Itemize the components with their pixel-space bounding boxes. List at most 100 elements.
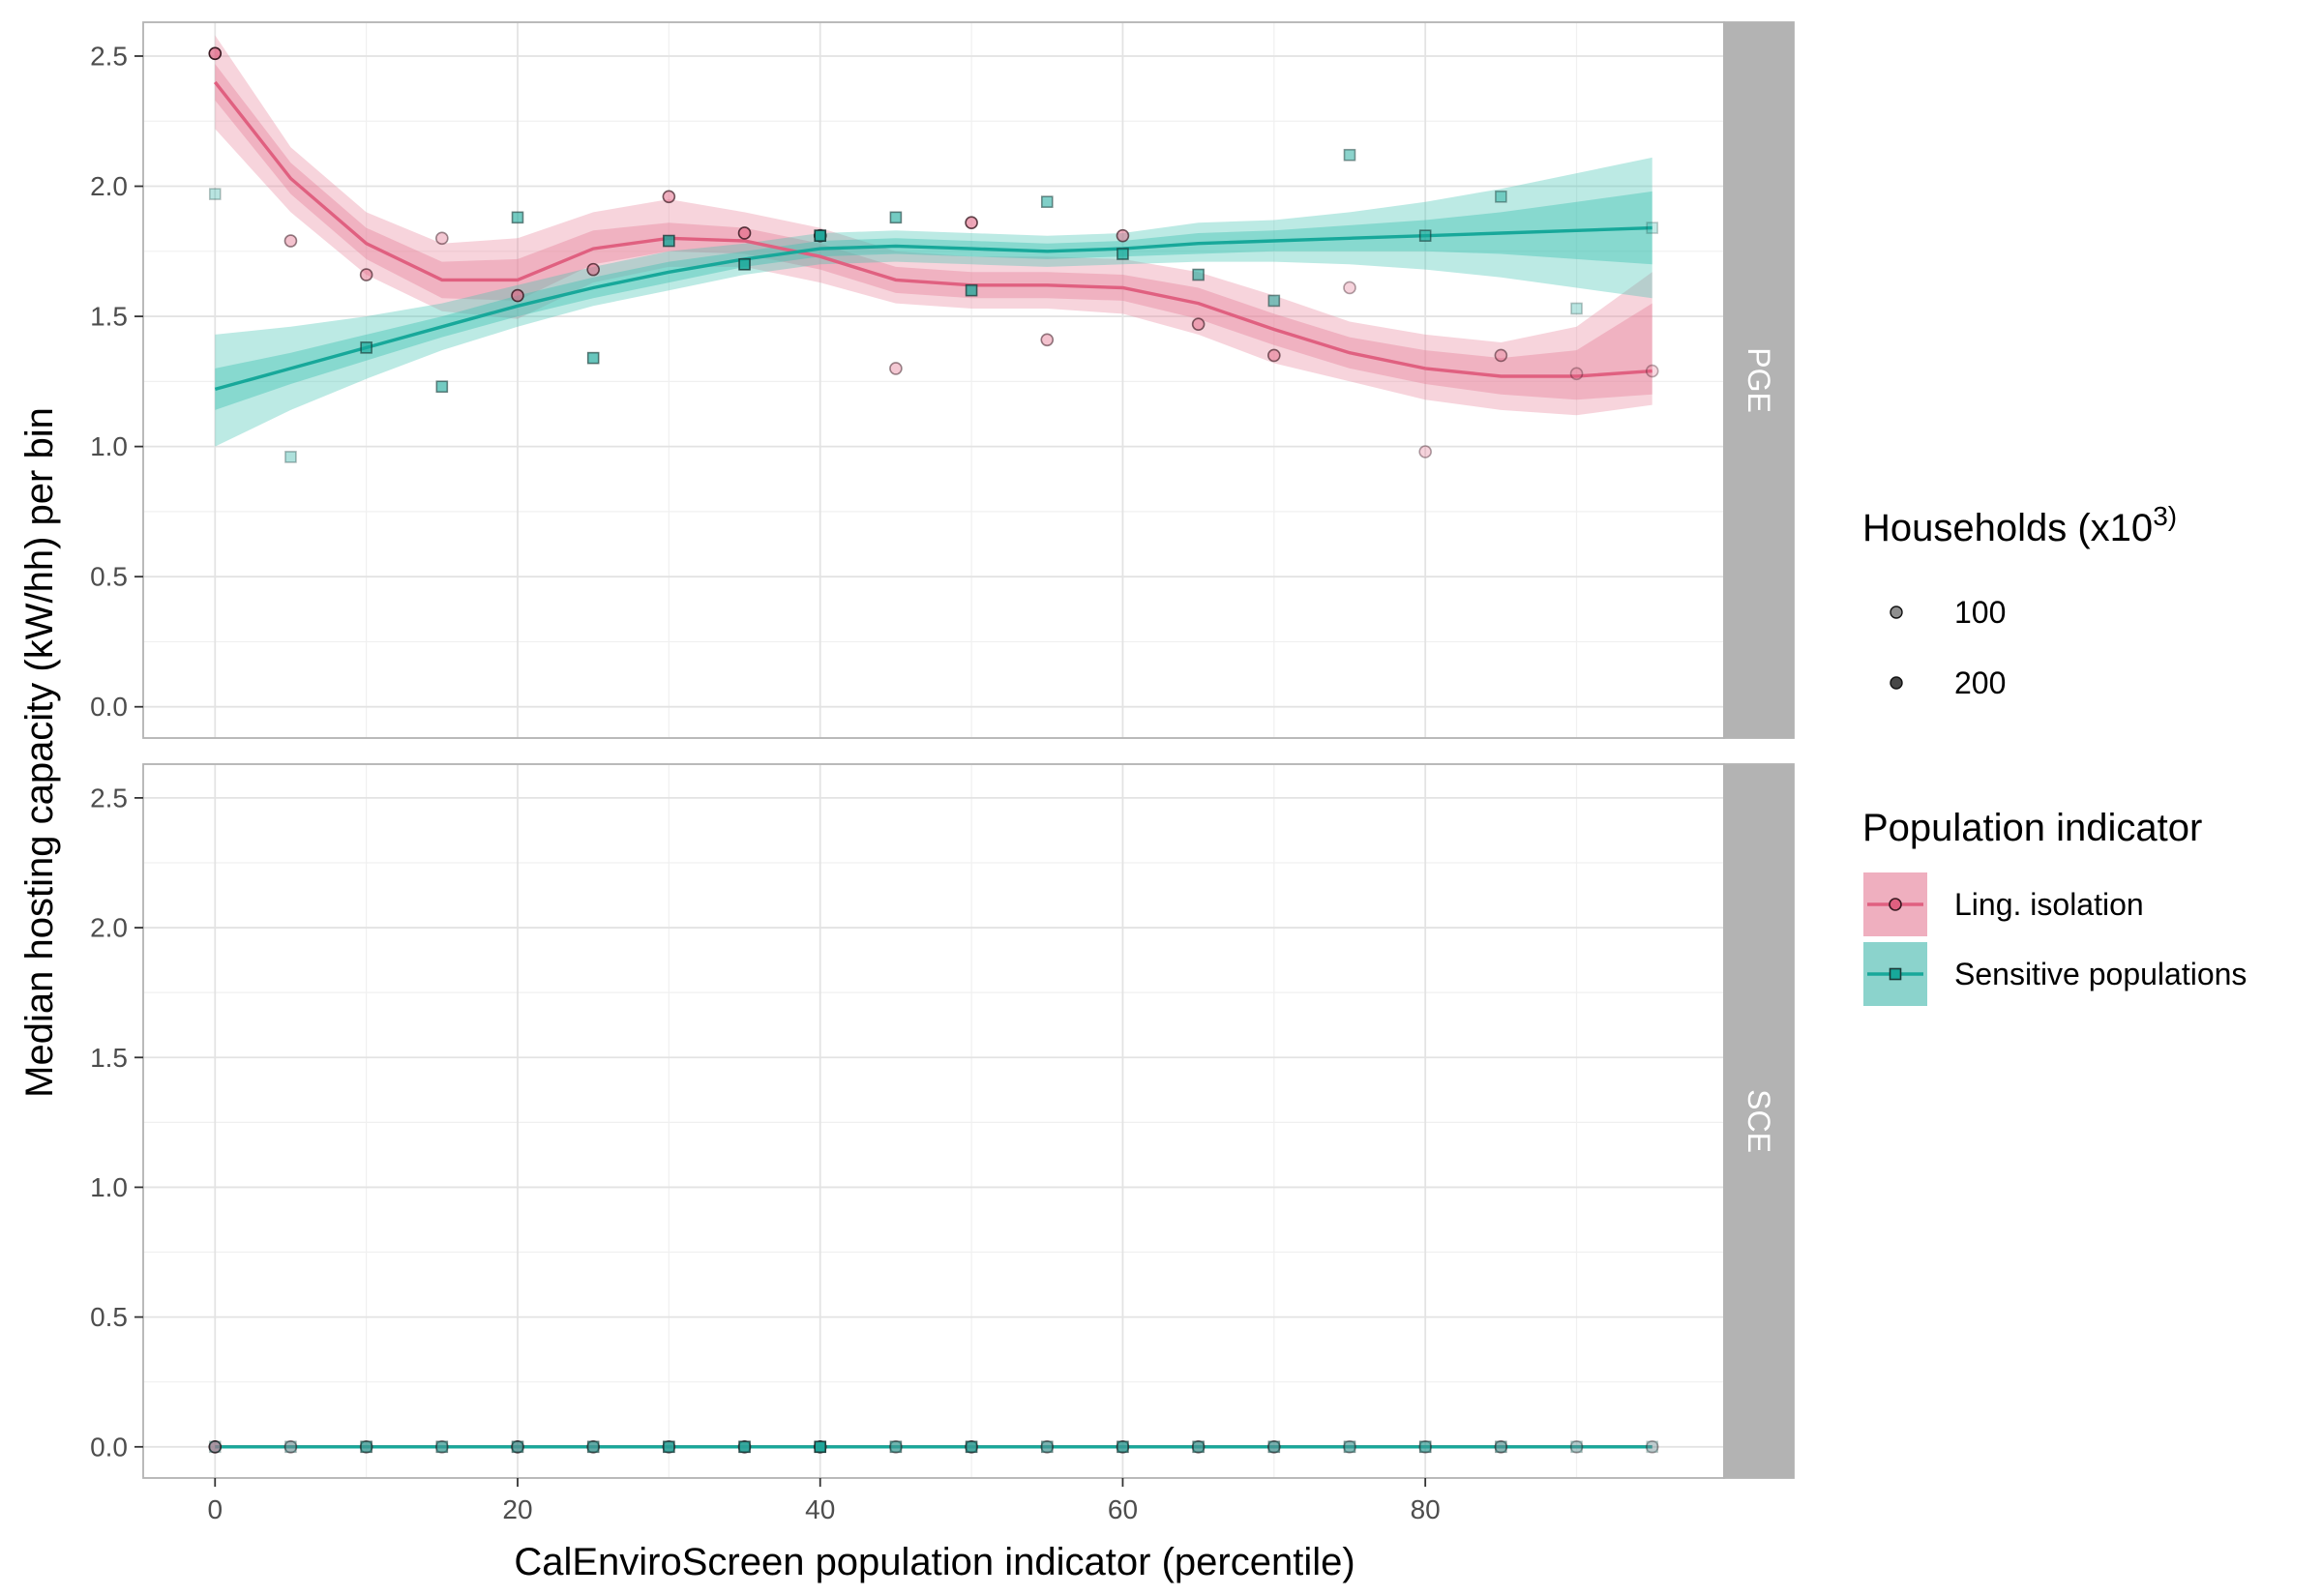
ling-isolation-point: [1569, 367, 1584, 381]
y-tick-label: 0.0: [90, 692, 128, 722]
ling-isolation-point: [1494, 348, 1508, 363]
sensitive-populations-point: [208, 1440, 222, 1454]
y-tick-label: 1.5: [90, 302, 128, 332]
ling-isolation-outer-band: [215, 35, 1652, 416]
size-legend-label: 100: [1954, 595, 2006, 630]
sensitive-populations-point: [1040, 195, 1054, 208]
x-tick-label: 20: [502, 1494, 532, 1524]
sensitive-populations-point: [738, 1440, 751, 1454]
y-axis-title: Median hosting capacity (kW/hh) per bin: [18, 407, 61, 1098]
sensitive-populations-point: [1267, 1440, 1281, 1454]
size-legend-label: 200: [1954, 665, 2006, 700]
y-tick-label: 0.5: [90, 562, 128, 592]
x-tick-label: 80: [1411, 1494, 1441, 1524]
sensitive-populations-point: [284, 451, 297, 463]
sensitive-populations-point: [1646, 1440, 1659, 1454]
y-tick-label: 0.0: [90, 1432, 128, 1462]
ling-isolation-point: [1343, 281, 1356, 295]
sensitive-populations-point: [1343, 1440, 1356, 1454]
sensitive-populations-point: [208, 188, 222, 200]
ling-isolation-point: [889, 362, 903, 375]
sensitive-populations-point: [663, 1440, 675, 1454]
y-tick-label: 2.0: [90, 171, 128, 201]
sensitive-populations-point: [435, 1440, 449, 1454]
ling-isolation-point: [359, 268, 373, 281]
ling-isolation-inner-band: [215, 64, 1652, 400]
color-legend-title: Population indicator: [1862, 807, 2202, 849]
sensitive-populations-point: [1418, 229, 1432, 242]
sensitive-populations-point: [511, 211, 524, 224]
sensitive-populations-inner-band: [215, 191, 1652, 410]
sensitive-populations-point: [1495, 190, 1507, 203]
sensitive-populations-point: [586, 351, 600, 365]
size-legend-key: [1890, 606, 1903, 619]
sensitive-populations-point: [511, 1440, 524, 1454]
sensitive-populations-point: [965, 283, 978, 297]
ling-isolation-point: [1645, 1439, 1659, 1454]
ling-isolation-point: [662, 190, 676, 204]
y-tick-label: 2.0: [90, 913, 128, 943]
sensitive-populations-outer-band: [215, 157, 1652, 447]
sensitive-populations-point: [738, 257, 751, 271]
sensitive-populations-point: [663, 234, 675, 248]
sensitive-populations-point: [1570, 1440, 1583, 1454]
sensitive-populations-point: [1343, 148, 1356, 162]
sensitive-populations-point: [586, 1440, 600, 1454]
x-tick-label: 0: [207, 1494, 223, 1524]
ling-isolation-point: [208, 46, 223, 61]
y-tick-label: 2.5: [90, 41, 128, 71]
y-tick-label: 1.5: [90, 1043, 128, 1073]
ling-isolation-point: [511, 288, 524, 303]
sensitive-populations-point: [360, 1440, 372, 1454]
sensitive-populations-point: [814, 229, 827, 242]
ling-isolation-point: [208, 1439, 223, 1454]
y-tick-label: 1.0: [90, 1172, 128, 1202]
panel-border: [142, 763, 1725, 1479]
y-tick-label: 0.5: [90, 1302, 128, 1332]
ling-isolation-point: [1645, 364, 1659, 378]
sensitive-populations-point: [1267, 294, 1281, 308]
size-legend-title: Households (x103): [1862, 501, 2177, 549]
size-legend-key: [1890, 676, 1903, 690]
color-legend-key: [1863, 942, 1927, 1006]
sensitive-populations-point: [1192, 268, 1205, 281]
color-legend-label: Sensitive populations: [1954, 957, 2247, 991]
x-axis-title: CalEnviroScreen population indicator (pe…: [514, 1541, 1354, 1583]
sensitive-populations-point: [1495, 1440, 1507, 1454]
sensitive-populations-point: [1192, 1440, 1205, 1454]
sensitive-populations-fit-line: [214, 225, 1652, 392]
ling-isolation-point: [1267, 348, 1281, 363]
facet-strip: [1723, 21, 1795, 739]
facet-strip-label: PGE: [1742, 347, 1776, 413]
sensitive-populations-point: [284, 1440, 297, 1454]
ling-isolation-point: [737, 226, 752, 240]
ling-isolation-point: [283, 1439, 298, 1454]
color-legend-label: Ling. isolation: [1954, 887, 2144, 922]
sensitive-populations-point: [1040, 1440, 1054, 1454]
sensitive-populations-point: [1116, 248, 1129, 260]
ling-isolation-point: [586, 262, 600, 277]
sensitive-populations-point: [1570, 302, 1583, 315]
sensitive-populations-point: [1116, 1440, 1129, 1454]
sensitive-populations-point: [360, 341, 372, 354]
ling-isolation-point: [1418, 445, 1432, 458]
sensitive-populations-point: [435, 380, 449, 394]
ling-isolation-fit-line: [213, 80, 1652, 378]
sensitive-populations-point: [889, 211, 903, 224]
ling-isolation-point: [1494, 1439, 1508, 1454]
x-tick-label: 40: [805, 1494, 835, 1524]
ling-isolation-point: [1569, 1439, 1584, 1454]
panel-sce: SCE 0.0 0.5 1.0 1.5 2.0 2.5: [90, 763, 1795, 1479]
x-tick-label: 60: [1108, 1494, 1138, 1524]
sensitive-populations-point: [814, 1440, 827, 1454]
ling-isolation-point: [435, 231, 449, 246]
panel-pge: PGE 0.0 0.5 1.0 1.5 2.0 2.5: [90, 21, 1795, 739]
ling-isolation-point: [1040, 333, 1055, 347]
ling-isolation-point: [965, 216, 978, 229]
ling-isolation-point: [1116, 228, 1130, 243]
sensitive-populations-point: [965, 1440, 978, 1454]
sensitive-populations-point: [1646, 222, 1659, 234]
legend: Households (x103) 100 200 Population indica…: [1862, 501, 2247, 1006]
y-tick-label: 2.5: [90, 783, 128, 813]
